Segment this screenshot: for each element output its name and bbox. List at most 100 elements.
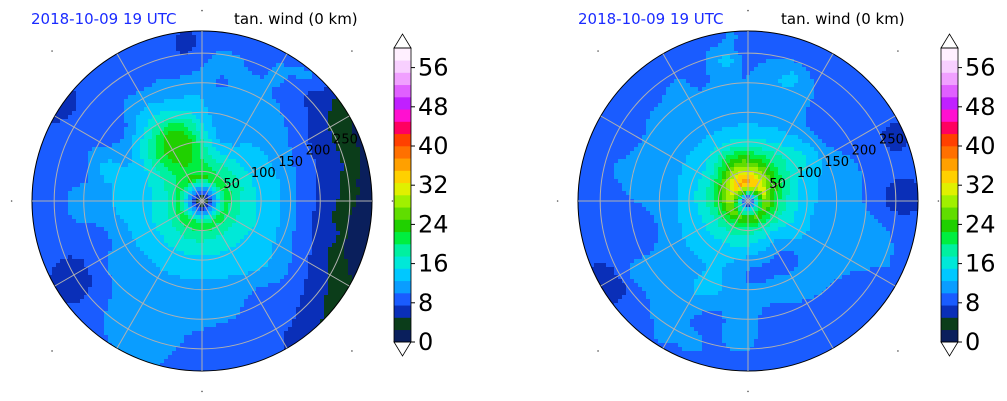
field-cell <box>336 175 341 180</box>
field-cell <box>32 239 37 244</box>
field-cell <box>208 119 213 124</box>
field-cell <box>356 211 361 216</box>
field-cell <box>112 287 117 292</box>
field-cell <box>172 111 177 116</box>
field-cell <box>272 71 277 76</box>
field-cell <box>172 203 177 208</box>
field-cell <box>264 75 269 80</box>
field-cell <box>224 87 229 92</box>
field-cell <box>92 71 97 76</box>
field-cell <box>276 103 281 108</box>
field-cell <box>128 255 133 260</box>
field-cell <box>80 207 85 212</box>
field-cell <box>84 183 89 188</box>
field-cell <box>300 275 305 280</box>
field-cell <box>148 299 153 304</box>
field-cell <box>184 175 189 180</box>
field-cell <box>140 75 145 80</box>
field-cell <box>332 191 337 196</box>
field-cell <box>336 115 341 120</box>
field-cell <box>44 255 49 260</box>
field-cell <box>204 171 209 176</box>
field-cell <box>364 211 369 216</box>
field-cell <box>80 163 85 168</box>
field-cell <box>348 171 353 176</box>
field-cell <box>324 111 329 116</box>
field-cell <box>268 115 273 120</box>
field-cell <box>252 299 257 304</box>
field-cell <box>296 191 301 196</box>
field-cell <box>136 55 141 60</box>
field-cell <box>148 43 153 48</box>
field-cell <box>176 191 181 196</box>
field-cell <box>328 251 333 256</box>
field-cell <box>340 279 345 284</box>
field-cell <box>312 83 317 88</box>
field-cell <box>256 87 261 92</box>
field-cell <box>132 83 137 88</box>
field-cell <box>144 239 149 244</box>
field-cell <box>184 39 189 44</box>
field-cell <box>312 279 317 284</box>
field-cell <box>120 91 125 96</box>
field-cell <box>248 291 253 296</box>
field-cell <box>204 115 209 120</box>
field-cell <box>268 63 273 68</box>
field-cell <box>208 131 213 136</box>
field-cell <box>72 263 77 268</box>
field-cell <box>348 239 353 244</box>
field-cell <box>64 223 69 228</box>
field-cell <box>348 195 353 200</box>
field-cell <box>280 263 285 268</box>
field-cell <box>324 251 329 256</box>
field-cell <box>72 131 77 136</box>
field-cell <box>168 55 173 60</box>
field-cell <box>244 223 249 228</box>
field-cell <box>96 235 101 240</box>
field-cell <box>88 271 93 276</box>
field-cell <box>292 115 297 120</box>
field-cell <box>220 123 225 128</box>
field-cell <box>56 247 61 252</box>
field-cell <box>100 195 105 200</box>
field-cell <box>64 127 69 132</box>
field-cell <box>192 143 197 148</box>
field-cell <box>276 271 281 276</box>
field-cell <box>276 171 281 176</box>
field-cell <box>116 211 121 216</box>
field-cell <box>76 247 81 252</box>
field-cell <box>208 283 213 288</box>
field-cell <box>260 207 265 212</box>
field-cell <box>212 155 217 160</box>
field-cell <box>248 267 253 272</box>
field-cell <box>316 211 321 216</box>
field-cell <box>140 243 145 248</box>
field-cell <box>36 171 41 176</box>
field-cell <box>124 143 129 148</box>
field-cell <box>296 263 301 268</box>
field-cell <box>72 119 77 124</box>
field-cell <box>240 95 245 100</box>
field-cell <box>344 183 349 188</box>
field-cell <box>164 215 169 220</box>
field-cell <box>140 215 145 220</box>
field-cell <box>212 291 217 296</box>
field-cell <box>140 171 145 176</box>
field-cell <box>172 155 177 160</box>
field-cell <box>292 167 297 172</box>
field-cell <box>220 95 225 100</box>
field-cell <box>128 71 133 76</box>
field-cell <box>212 259 217 264</box>
field-cell <box>52 251 57 256</box>
field-cell <box>100 279 105 284</box>
field-cell <box>108 91 113 96</box>
field-cell <box>84 147 89 152</box>
field-cell <box>116 87 121 92</box>
field-cell <box>68 215 73 220</box>
field-cell <box>100 143 105 148</box>
field-cell <box>192 299 197 304</box>
field-cell <box>296 55 301 60</box>
field-cell <box>304 83 309 88</box>
field-cell <box>96 175 101 180</box>
field-cell <box>296 259 301 264</box>
